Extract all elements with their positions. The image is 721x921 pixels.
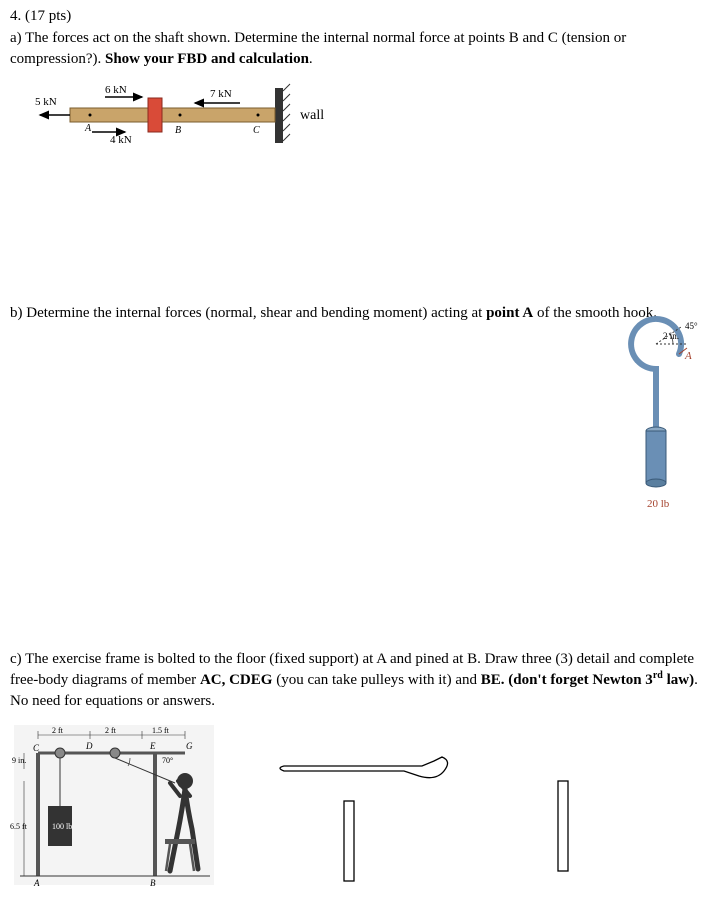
cdeg-outline — [280, 757, 448, 778]
label-C: C — [253, 125, 260, 136]
dim-9in: 9 in. — [12, 756, 26, 765]
part-c-bold1: AC, CDEG — [200, 672, 273, 688]
label-45: 45° — [685, 321, 698, 331]
label-7kn: 7 kN — [210, 88, 232, 100]
shaft-flange — [148, 98, 162, 132]
label-4kn: 4 kN — [110, 134, 132, 146]
part-a-body2: . — [309, 51, 313, 67]
hook-diagram: 2 in. 45° A 20 lb — [601, 309, 701, 519]
part-a-body1: The forces act on the shaft shown. Deter… — [10, 30, 626, 66]
label-wall: wall — [300, 108, 324, 123]
vertical-bar-1 — [344, 801, 354, 881]
label-6kn: 6 kN — [105, 84, 127, 96]
dim-2ft-2: 2 ft — [105, 726, 117, 735]
label-20lb: 20 lb — [647, 498, 670, 510]
frame-diagram: 2 ft 2 ft 1.5 ft 9 in. 6.5 ft 70° 100 lb… — [10, 721, 220, 891]
part-b-body: Determine the internal forces (normal, s… — [26, 305, 486, 321]
pt-G: G — [186, 741, 193, 751]
part-a-label: a) — [10, 30, 22, 46]
shaft-bar — [70, 108, 275, 122]
pt-E: E — [149, 741, 156, 751]
dim-65ft: 6.5 ft — [10, 822, 28, 831]
dim-15ft: 1.5 ft — [152, 726, 170, 735]
question-header: 4. (17 pts) — [10, 6, 711, 26]
hook-figure: 2 in. 45° A 20 lb — [10, 329, 711, 529]
hook-wrap: 2 in. 45° A 20 lb — [601, 309, 701, 525]
dim-2ft-1: 2 ft — [52, 726, 64, 735]
member-be-sketch — [518, 721, 618, 891]
label-hookA: A — [684, 350, 692, 362]
pt-B: B — [150, 878, 156, 888]
angle-70: 70° — [162, 756, 173, 765]
question-points: (17 pts) — [25, 8, 71, 24]
part-a-text: a) The forces act on the shaft shown. De… — [10, 28, 711, 69]
part-b-bold: point A — [486, 305, 533, 321]
hook-weight — [646, 431, 666, 483]
label-2in: 2 in. — [663, 331, 679, 341]
frame-figure: 2 ft 2 ft 1.5 ft 9 in. 6.5 ft 70° 100 lb… — [10, 721, 711, 901]
label-5kn: 5 kN — [35, 96, 57, 108]
part-b-label: b) — [10, 305, 23, 321]
part-c-sup: rd — [653, 670, 663, 681]
weight-100: 100 lb — [52, 822, 72, 831]
part-c-text: c) The exercise frame is bolted to the f… — [10, 649, 711, 711]
label-A: A — [84, 123, 92, 134]
member-cdeg-sketch — [264, 721, 484, 891]
pt-A: A — [33, 878, 40, 888]
label-B: B — [175, 125, 181, 136]
pt-D: D — [85, 741, 93, 751]
part-a-bold: Show your FBD and calculation — [105, 51, 309, 67]
vertical-bar-2 — [558, 781, 568, 871]
part-c-body2: (you can take pulleys with it) and — [272, 672, 480, 688]
shaft-figure: 5 kN 6 kN 4 kN 7 kN A B C wall — [30, 83, 711, 163]
question-number: 4. — [10, 8, 21, 24]
wall-rect — [275, 88, 283, 143]
part-c-label: c) — [10, 651, 22, 667]
part-c-bold2: BE. (don't forget Newton 3 — [481, 672, 653, 688]
pt-C: C — [33, 743, 40, 753]
shaft-diagram: 5 kN 6 kN 4 kN 7 kN A B C wall — [30, 83, 350, 153]
part-c-bold3: law) — [663, 672, 694, 688]
